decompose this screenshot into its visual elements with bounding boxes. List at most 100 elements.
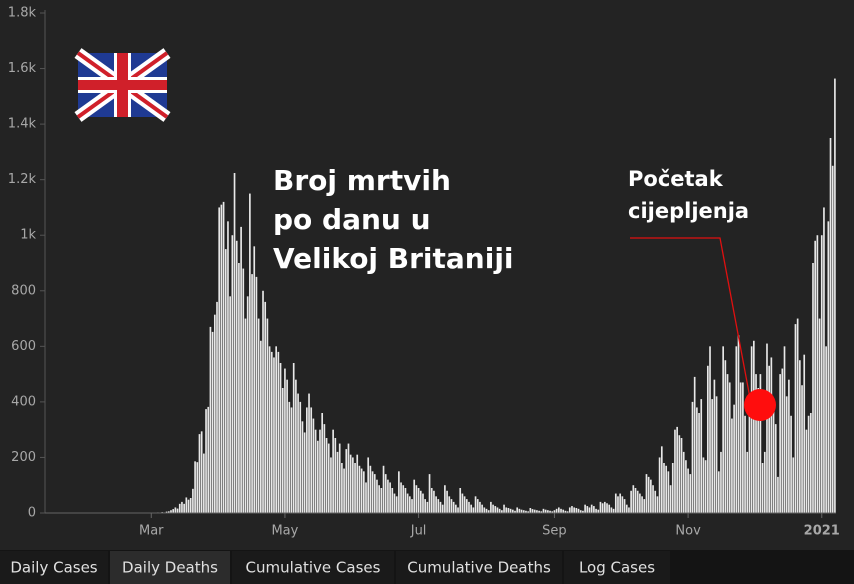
- bar: [755, 374, 757, 513]
- bar: [200, 431, 203, 513]
- bar: [702, 457, 705, 513]
- bar: [323, 424, 326, 513]
- tab[interactable]: [232, 551, 394, 584]
- tab[interactable]: [110, 551, 230, 584]
- tab[interactable]: [396, 551, 562, 584]
- bars: [141, 78, 836, 514]
- bar: [360, 468, 363, 513]
- bar: [682, 451, 685, 513]
- bar: [724, 360, 727, 513]
- annotations: Broj mrtvih po danu u Velikoj Britaniji Poč…: [273, 164, 749, 275]
- bar: [227, 221, 229, 514]
- bar: [268, 346, 271, 513]
- bar: [555, 508, 558, 513]
- bar: [413, 479, 416, 513]
- tab-label[interactable]: Daily Cases: [10, 559, 97, 577]
- bar: [689, 474, 692, 513]
- bar: [189, 498, 192, 513]
- bar: [257, 318, 260, 513]
- bar: [496, 507, 499, 513]
- bar: [663, 463, 665, 513]
- annotation-pointer: [630, 237, 751, 399]
- bar: [356, 454, 359, 513]
- bar: [527, 511, 529, 513]
- bar: [321, 413, 324, 513]
- bar: [720, 451, 722, 513]
- bar: [231, 235, 234, 513]
- bar: [185, 497, 188, 513]
- bar: [783, 346, 786, 513]
- bar: [470, 504, 473, 513]
- bar: [376, 479, 378, 513]
- bar: [183, 503, 185, 513]
- bar: [604, 501, 606, 513]
- tab-label[interactable]: Log Cases: [579, 559, 655, 577]
- bar: [542, 508, 545, 513]
- bar: [338, 443, 341, 513]
- bar: [698, 413, 700, 513]
- bar: [709, 346, 711, 513]
- bar: [731, 418, 733, 513]
- tab-label[interactable]: Cumulative Cases: [246, 559, 381, 577]
- bar: [801, 385, 803, 513]
- bar: [540, 511, 543, 513]
- bar: [713, 379, 716, 513]
- y-tick-label: 1.6k: [8, 61, 37, 76]
- bar: [452, 501, 455, 513]
- bar: [246, 296, 249, 513]
- bar: [639, 493, 641, 513]
- bar: [619, 493, 622, 513]
- bar: [457, 507, 459, 513]
- bar: [485, 508, 488, 513]
- bar: [468, 501, 470, 513]
- tab-label[interactable]: Cumulative Deaths: [407, 559, 551, 577]
- bar: [608, 504, 611, 513]
- bar: [224, 249, 227, 513]
- bar: [805, 429, 808, 513]
- y-tick-label: 1k: [20, 228, 36, 243]
- bar: [362, 471, 365, 513]
- y-tick-label: 1.8k: [8, 6, 37, 21]
- bar: [411, 499, 413, 513]
- bar: [187, 499, 190, 513]
- bar: [275, 346, 277, 513]
- bar: [803, 354, 806, 513]
- bar: [417, 488, 420, 513]
- x-tick-label: 2021: [804, 524, 840, 539]
- bar: [586, 506, 589, 513]
- bar: [544, 509, 547, 513]
- bar: [722, 346, 724, 513]
- bar: [564, 510, 567, 513]
- bar: [774, 424, 777, 513]
- annotation-text: po danu u: [273, 203, 431, 236]
- bar: [354, 463, 356, 513]
- bar: [525, 510, 527, 513]
- bar: [623, 499, 626, 513]
- tab[interactable]: [564, 551, 670, 584]
- bar: [656, 496, 659, 513]
- bar: [582, 510, 584, 513]
- bar: [229, 296, 231, 513]
- bar: [536, 510, 538, 513]
- bar: [660, 446, 663, 513]
- bar: [336, 451, 339, 513]
- bar: [794, 324, 797, 513]
- bar: [560, 508, 562, 513]
- bar: [812, 263, 814, 513]
- bar: [590, 504, 593, 513]
- bar: [270, 351, 273, 513]
- tabs[interactable]: Daily Cases Daily Deaths Cumulative Cases C…: [0, 551, 670, 584]
- bar: [435, 496, 437, 513]
- bar: [577, 508, 580, 513]
- bar: [511, 509, 514, 513]
- tab[interactable]: [0, 551, 108, 584]
- bar: [711, 399, 714, 513]
- bar: [691, 401, 694, 513]
- bar: [476, 499, 479, 513]
- bar: [367, 457, 370, 513]
- bar: [238, 263, 240, 513]
- bar: [299, 401, 302, 513]
- bar: [816, 235, 819, 513]
- bar: [617, 496, 619, 513]
- tab-label[interactable]: Daily Deaths: [122, 559, 218, 577]
